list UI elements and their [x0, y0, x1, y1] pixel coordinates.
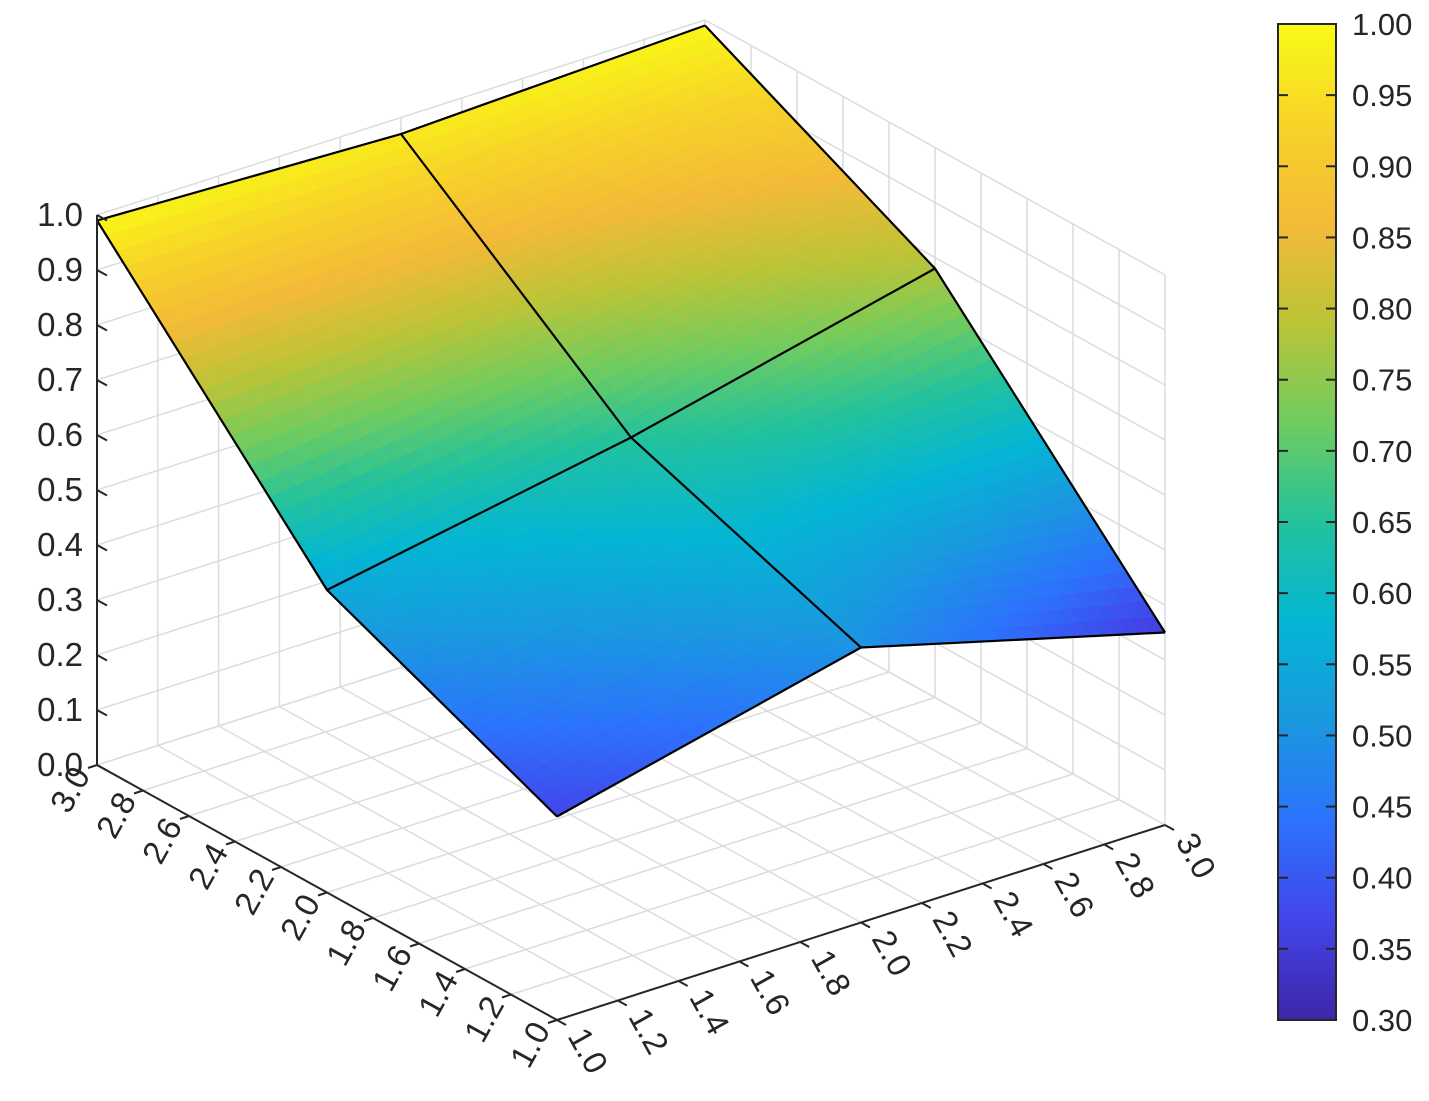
z-tick-label: 0.7: [37, 361, 83, 398]
z-tick: [96, 654, 108, 662]
x-tick-label: 1.6: [743, 963, 798, 1021]
floor-grid-y: [464, 773, 1074, 970]
x-tick: [1164, 824, 1175, 831]
colorbar-tick-label: 0.45: [1352, 790, 1412, 825]
floor-grid-y: [510, 798, 1120, 996]
y-tick-label: 1.0: [503, 1015, 558, 1073]
colorbar-tick-label: 0.50: [1352, 718, 1412, 753]
colorbar-tick-label: 0.75: [1352, 363, 1412, 398]
y-tick: [455, 968, 466, 973]
colorbar-tick-label: 0.80: [1352, 292, 1412, 327]
y-tick-label: 1.2: [457, 990, 512, 1048]
colorbar-tick-label: 0.40: [1352, 861, 1412, 896]
x-tick: [799, 941, 810, 948]
colorbar-tick-label: 0.85: [1352, 220, 1412, 255]
z-tick: [96, 324, 108, 332]
x-tick-label: 1.0: [561, 1021, 616, 1079]
colorbar: 0.30 0.35 0.40 0.45 0.50 0.55 0.60 0.65 0.70 0.75…: [1277, 7, 1412, 1038]
mesh-line-col: [96, 219, 558, 818]
x-tick: [860, 921, 871, 929]
surface-edges: [96, 24, 1166, 818]
floor-grid-y: [372, 722, 982, 919]
y-tick: [363, 917, 374, 922]
x-tick-label: 2.2: [926, 904, 981, 962]
x-tick-label: 2.8: [1108, 846, 1163, 904]
backwall-grid-z: [96, 19, 706, 216]
z-tick-label: 1.0: [37, 196, 83, 233]
z-tick: [96, 544, 108, 552]
surface: [96, 25, 1166, 817]
z-tick-label: 0.6: [37, 416, 83, 453]
x-tick-label: 2.4: [986, 885, 1041, 943]
x-tick: [617, 999, 628, 1007]
y-tick: [409, 942, 420, 948]
mesh-line-col: [704, 24, 1166, 634]
y-tick-label: 2.8: [89, 786, 144, 844]
x-tick: [921, 902, 932, 909]
z-tick: [96, 489, 108, 497]
y-tick: [317, 891, 328, 897]
y-tick-label: 1.6: [365, 939, 420, 997]
y-tick-label: 2.6: [135, 811, 190, 869]
y-tick-label: 2.0: [273, 888, 328, 946]
z-tick: [96, 434, 108, 442]
colorbar-tick-label: 0.55: [1352, 647, 1412, 682]
y-tick: [87, 764, 98, 769]
y-tick: [271, 866, 282, 871]
z-tick-label: 0.1: [37, 691, 83, 728]
y-tick: [547, 1019, 558, 1024]
z-tick-label: 0.3: [37, 581, 83, 618]
colorbar-tick-label: 0.35: [1352, 932, 1412, 967]
x-tick-label: 1.2: [622, 1002, 677, 1060]
colorbar-tick-label: 0.65: [1352, 505, 1412, 540]
z-tick: [96, 379, 108, 387]
z-tick: [96, 599, 108, 607]
colorbar-tick-label: 0.90: [1352, 149, 1412, 184]
x-tick-label: 1.8: [804, 943, 859, 1001]
x-tick-label: 1.4: [682, 982, 737, 1040]
x-tick: [556, 1019, 567, 1026]
z-tick: [96, 269, 108, 277]
colorbar-tick-label: 0.30: [1352, 1003, 1412, 1038]
y-tick-label: 1.4: [411, 964, 466, 1022]
x-tick-label: 2.0: [865, 924, 920, 982]
floor-grid-y: [418, 747, 1028, 945]
y-tick-label: 1.8: [319, 913, 374, 971]
y-tick: [179, 815, 190, 820]
z-tick-label: 0.2: [37, 636, 83, 673]
x-tick-label: 2.6: [1047, 865, 1102, 923]
z-tick-label: 0.4: [37, 526, 83, 563]
z-tick: [96, 709, 108, 717]
colorbar-tick-label: 1.00: [1352, 7, 1412, 42]
floor-grid-y: [326, 696, 936, 894]
y-tick-label: 2.4: [181, 837, 236, 895]
colorbar-tick-label: 0.70: [1352, 434, 1412, 469]
z-tick-label: 0.0: [37, 746, 83, 783]
sidewall-grid-z: [704, 19, 1166, 276]
z-tick-label: 0.9: [37, 251, 83, 288]
colorbar-tick-label: 0.95: [1352, 78, 1412, 113]
x-tick: [1042, 863, 1053, 870]
y-tick: [133, 789, 144, 795]
y-tick-label: 2.2: [227, 862, 282, 920]
x-tick: [678, 980, 689, 987]
z-tick-label: 0.8: [37, 306, 83, 343]
x-tick: [982, 882, 993, 890]
mesh-line-col: [400, 133, 862, 649]
colorbar-tick-label: 0.60: [1352, 576, 1412, 611]
y-tick: [501, 993, 512, 999]
x-tick: [738, 960, 749, 968]
x-tick-label: 3.0: [1169, 826, 1224, 884]
y-tick: [225, 840, 236, 846]
x-tick: [1103, 843, 1114, 851]
z-tick: [96, 214, 108, 222]
z-tick-label: 0.5: [37, 471, 83, 508]
